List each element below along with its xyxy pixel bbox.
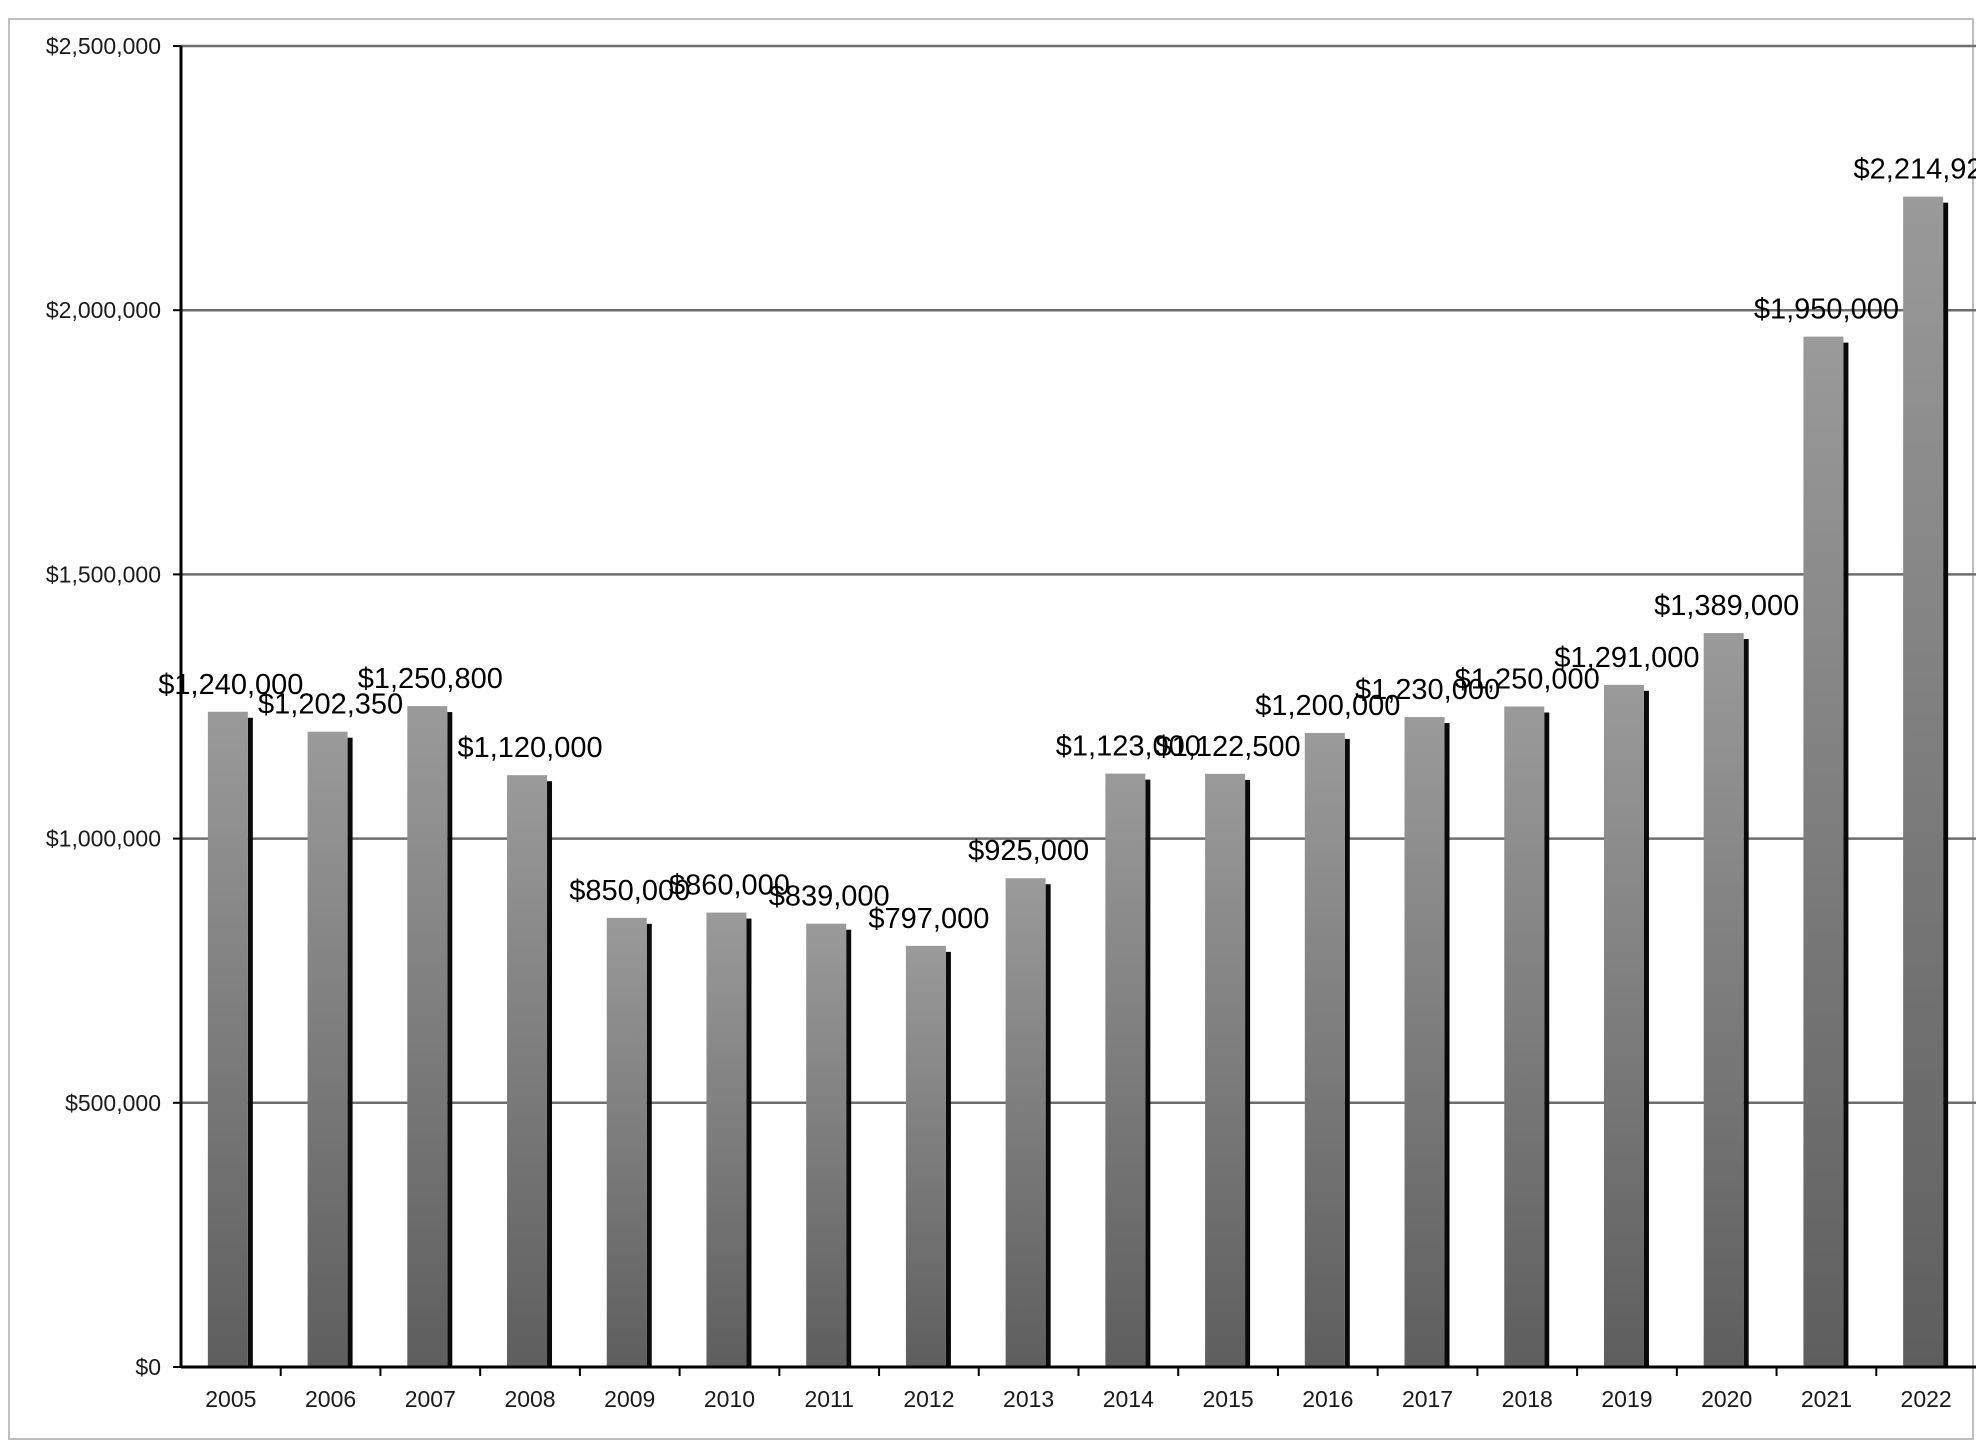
x-tick-label: 2014 bbox=[1103, 1386, 1154, 1412]
x-tick-label: 2007 bbox=[405, 1386, 456, 1412]
bar-shadow bbox=[945, 951, 951, 1367]
y-tick-label: $1,000,000 bbox=[46, 826, 161, 852]
bar-2008 bbox=[507, 775, 548, 1367]
bar-shadow bbox=[1544, 712, 1550, 1367]
bar-shadow bbox=[547, 781, 553, 1367]
data-label: $1,950,000 bbox=[1754, 294, 1899, 326]
x-tick-label: 2017 bbox=[1402, 1386, 1453, 1412]
bar-2009 bbox=[606, 917, 647, 1367]
data-label: $1,389,000 bbox=[1654, 590, 1799, 622]
bar-2019 bbox=[1603, 684, 1644, 1367]
data-label: $850,000 bbox=[569, 875, 690, 907]
data-labels: $1,240,000$1,202,350$1,250,800 $1,120,000… bbox=[158, 154, 1976, 935]
y-tick-label: $1,500,000 bbox=[46, 561, 161, 587]
data-label: $1,120,000 bbox=[457, 732, 602, 764]
bar-2016 bbox=[1304, 732, 1345, 1367]
x-tick-label: 2022 bbox=[1901, 1386, 1952, 1412]
bar-shadow bbox=[447, 712, 453, 1367]
bar-2013 bbox=[1005, 878, 1046, 1367]
x-tick-label: 2013 bbox=[1003, 1386, 1054, 1412]
bar-2006 bbox=[307, 731, 348, 1367]
bar-2007 bbox=[407, 706, 448, 1367]
x-tick-label: 2012 bbox=[903, 1386, 954, 1412]
x-tick-label: 2011 bbox=[804, 1386, 853, 1412]
bar-shadow bbox=[1045, 884, 1051, 1367]
x-tick-label: 2009 bbox=[604, 1386, 655, 1412]
x-tick-label: 2006 bbox=[305, 1386, 356, 1412]
y-tick-label: $500,000 bbox=[65, 1090, 161, 1116]
bar-2022 bbox=[1903, 196, 1944, 1367]
x-tick-label: 2010 bbox=[704, 1386, 755, 1412]
x-tick-label: 2018 bbox=[1502, 1386, 1553, 1412]
bar-2010 bbox=[706, 912, 747, 1367]
bar-2015 bbox=[1205, 773, 1246, 1367]
bar-2021 bbox=[1803, 336, 1844, 1367]
data-label: $860,000 bbox=[669, 870, 790, 902]
bar-2020 bbox=[1703, 633, 1744, 1367]
bar-2014 bbox=[1105, 773, 1146, 1367]
y-tick-label: $0 bbox=[135, 1354, 161, 1380]
x-tick-label: 2015 bbox=[1202, 1386, 1253, 1412]
chart-frame: $0 $500,000 $1,000,000 $1,500,000 $2,000,000… bbox=[8, 18, 1976, 1440]
data-label: $2,214,925 bbox=[1854, 154, 1976, 186]
axes bbox=[173, 45, 1976, 1376]
data-label: $1,250,800 bbox=[358, 663, 503, 695]
bar-shadow bbox=[1743, 639, 1749, 1367]
data-label: $1,250,000 bbox=[1455, 664, 1600, 696]
bar-shadow bbox=[1145, 779, 1151, 1367]
bar-shadow bbox=[846, 929, 852, 1367]
data-label: $1,202,350 bbox=[258, 689, 403, 721]
data-label: $925,000 bbox=[968, 835, 1089, 867]
data-label: $1,122,500 bbox=[1156, 731, 1301, 763]
data-label: $1,240,000 bbox=[158, 669, 303, 701]
gridlines bbox=[181, 44, 1976, 1105]
x-tick-label: 2019 bbox=[1601, 1386, 1652, 1412]
bar-2011 bbox=[806, 923, 847, 1367]
bar-shadow bbox=[1245, 779, 1251, 1367]
bar-shadow bbox=[347, 737, 353, 1367]
data-label: $797,000 bbox=[868, 903, 989, 935]
data-label: $1,200,000 bbox=[1255, 690, 1400, 722]
y-tick-label: $2,500,000 bbox=[46, 33, 161, 59]
bar-2012 bbox=[905, 945, 946, 1367]
x-tick-label: 2016 bbox=[1302, 1386, 1353, 1412]
bar-chart: $0 $500,000 $1,000,000 $1,500,000 $2,000,000… bbox=[46, 33, 1976, 1412]
x-tick-label: 2008 bbox=[504, 1386, 555, 1412]
data-label: $1,291,000 bbox=[1554, 642, 1699, 674]
x-tick-label: 2021 bbox=[1801, 1386, 1852, 1412]
y-tick-labels: $0 $500,000 $1,000,000 $1,500,000 $2,000,000… bbox=[46, 33, 161, 1380]
bar-2017 bbox=[1404, 717, 1445, 1367]
bar-shadow bbox=[1843, 342, 1849, 1367]
bar-2018 bbox=[1504, 706, 1545, 1367]
data-label: $1,123,000 bbox=[1056, 731, 1201, 763]
bar-shadow bbox=[247, 717, 253, 1367]
data-label: $839,000 bbox=[769, 881, 890, 913]
bar-shadow bbox=[746, 918, 752, 1367]
x-tick-labels: 2005 2006 2007 2008 2009 2010 2011 2012 2013 2014… bbox=[205, 1386, 1951, 1412]
bars bbox=[207, 196, 1949, 1367]
bar-shadow bbox=[1344, 738, 1350, 1367]
y-tick-label: $2,000,000 bbox=[46, 297, 161, 323]
bar-2005 bbox=[207, 711, 248, 1367]
x-tick-label: 2020 bbox=[1701, 1386, 1752, 1412]
data-label: $1,230,000 bbox=[1355, 674, 1500, 706]
bar-shadow bbox=[1943, 202, 1949, 1367]
bar-shadow bbox=[1444, 723, 1450, 1367]
bar-shadow bbox=[1643, 690, 1649, 1367]
x-tick-label: 2005 bbox=[205, 1386, 256, 1412]
bar-shadow bbox=[646, 923, 652, 1367]
